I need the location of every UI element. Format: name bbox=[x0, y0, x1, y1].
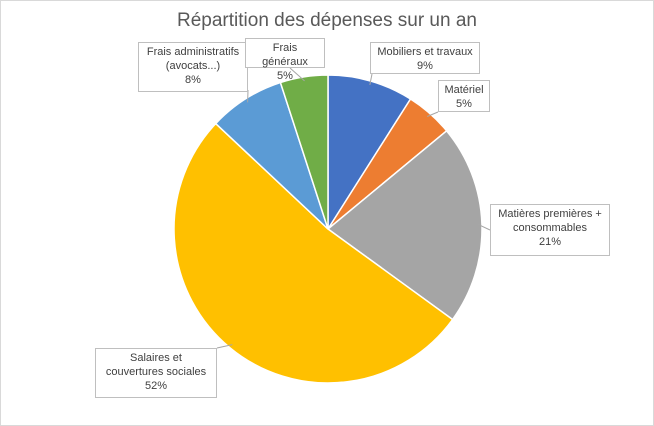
data-label-mobiliers: Mobiliers et travaux 9% bbox=[370, 42, 480, 74]
data-label-frais-generaux: Frais généraux 5% bbox=[245, 38, 325, 82]
data-label-percent: 5% bbox=[456, 98, 472, 110]
leader-line-materiel bbox=[427, 111, 439, 117]
data-label-percent: 8% bbox=[185, 74, 201, 86]
data-label-percent: 9% bbox=[417, 60, 433, 72]
leader-line-mobiliers bbox=[369, 73, 373, 86]
data-label-category: Matières premières + consommables bbox=[498, 208, 602, 234]
pie-slice-frais-generaux bbox=[279, 74, 329, 230]
chart-title: Répartition des dépenses sur un an bbox=[177, 10, 477, 31]
leader-line-matieres bbox=[477, 223, 491, 231]
data-label-category: Frais administratifs (avocats...) bbox=[146, 46, 240, 72]
data-label-frais-admin: Frais administratifs (avocats...) 8% bbox=[138, 42, 248, 92]
data-label-percent: 5% bbox=[277, 70, 293, 82]
data-label-percent: 52% bbox=[144, 380, 168, 392]
data-label-category: Mobiliers et travaux bbox=[377, 46, 473, 58]
leader-line-frais-generaux bbox=[289, 67, 305, 82]
data-label-category: Frais généraux bbox=[262, 42, 308, 68]
data-label-matieres: Matières premières + consommables 21% bbox=[490, 204, 610, 256]
pie-slice-salaires bbox=[173, 122, 454, 384]
data-label-category: Salaires et couvertures sociales bbox=[105, 352, 207, 378]
data-label-percent: 21% bbox=[538, 236, 562, 248]
data-label-category: Matériel bbox=[444, 84, 484, 96]
pie-slice-matieres bbox=[326, 129, 483, 321]
data-label-materiel: Matériel 5% bbox=[438, 80, 490, 112]
data-label-salaires: Salaires et couvertures sociales 52% bbox=[95, 348, 217, 398]
leader-line-salaires bbox=[216, 344, 233, 349]
